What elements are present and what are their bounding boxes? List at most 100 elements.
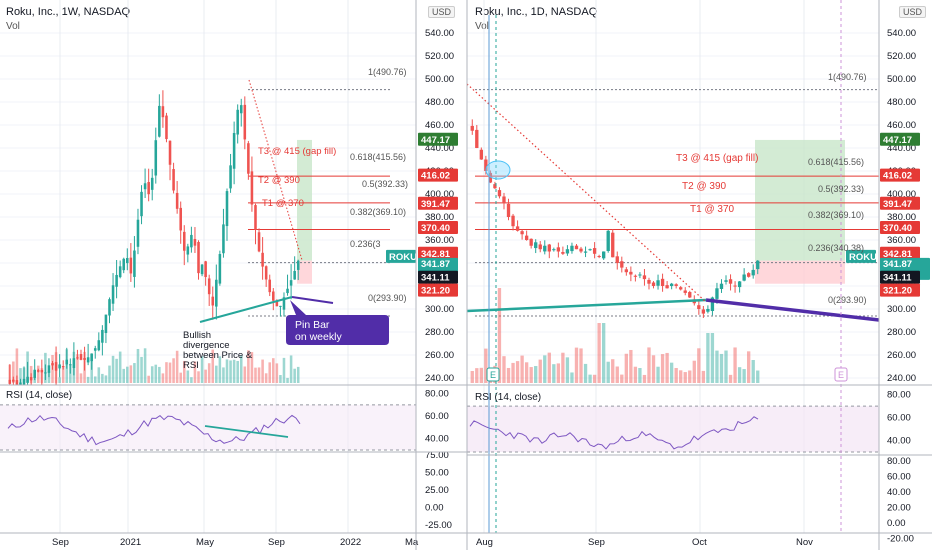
- left-volume-bar: [154, 364, 158, 383]
- left-candle-body: [58, 364, 61, 369]
- left-tag-342-bg: [418, 246, 458, 260]
- left-price-axis-label: 440.00: [425, 143, 454, 154]
- left-candle-body: [168, 140, 172, 165]
- right-candle-body: [733, 285, 737, 287]
- right-candle-body: [524, 235, 529, 240]
- right-candle-body: [529, 238, 533, 246]
- left-candle-body: [293, 270, 296, 280]
- right-volume-bar: [506, 367, 511, 383]
- left-tag-341: 341.11: [421, 273, 450, 284]
- right-candle-body: [488, 172, 493, 183]
- left-tag-321: 321.20: [421, 286, 450, 297]
- right-volume-bar: [710, 333, 715, 383]
- left-candle-body: [172, 169, 175, 191]
- left-candle-body: [197, 241, 200, 274]
- right-volume-bar: [638, 368, 642, 383]
- left-price-axis-label: 360.00: [425, 235, 454, 246]
- left-candle-body: [40, 370, 44, 373]
- right-candle-body: [728, 279, 733, 284]
- left-tag-green: 447.17: [421, 135, 450, 146]
- left-currency-button[interactable]: USD: [428, 6, 456, 18]
- right-gap-ellipse: [485, 160, 511, 180]
- right-candle-body: [502, 196, 506, 204]
- left-candle-body: [282, 297, 286, 310]
- right-volume-bar: [515, 361, 520, 383]
- left-candle-body: [51, 363, 54, 366]
- left-candle-body: [289, 280, 293, 286]
- left-candle-body: [22, 378, 26, 385]
- right-candle-body: [556, 247, 561, 252]
- right-tag-370: 370.40: [883, 223, 912, 234]
- left-time-label: May: [196, 537, 214, 548]
- left-volume-bar: [268, 362, 272, 383]
- right-volume-bar: [620, 374, 624, 383]
- right-lower-axis-label: 20.00: [887, 503, 911, 514]
- right-rsi-line: [469, 416, 759, 450]
- right-currency-button[interactable]: USD: [899, 6, 927, 18]
- right-volume-bar: [565, 357, 570, 383]
- right-lower-axis-label: 0.00: [887, 518, 906, 529]
- left-volume-bar: [247, 350, 250, 383]
- left-candle-body: [79, 354, 83, 360]
- left-fib-0382: 0.382(369.10): [350, 207, 406, 217]
- earnings-marker-future[interactable]: [834, 367, 848, 382]
- left-candle-body: [250, 171, 254, 205]
- left-volume-bar: [93, 376, 97, 383]
- right-tag-green: 447.17: [883, 135, 912, 146]
- right-tag-321-bg: [880, 283, 920, 297]
- right-candle-body: [629, 271, 633, 275]
- left-candle-body: [86, 357, 90, 363]
- right-candle-body: [656, 280, 660, 286]
- right-candle-body: [638, 274, 642, 276]
- left-price-axis-label: 300.00: [425, 304, 454, 315]
- right-candle-body: [538, 244, 542, 250]
- right-candle-body: [511, 215, 515, 227]
- left-volume-bar: [147, 375, 150, 383]
- right-time-label: Nov: [796, 537, 813, 548]
- left-candle-body: [211, 296, 215, 306]
- left-price-axis-label: 460.00: [425, 120, 454, 131]
- left-vol-label: Vol: [6, 21, 20, 32]
- right-candle-body: [597, 256, 601, 258]
- earnings-marker[interactable]: [486, 367, 500, 382]
- right-volume-bar: [688, 370, 692, 383]
- pinbar-callout-box: [286, 300, 389, 345]
- right-candle-body: [565, 249, 570, 254]
- right-roku-symbol: ROKU: [849, 252, 877, 263]
- left-volume-bar: [250, 352, 254, 383]
- left-rsi-divergence-line: [204, 425, 289, 438]
- left-volume-bar: [36, 365, 40, 383]
- right-rsi-axis-label: 60.00: [887, 413, 911, 424]
- left-volume-bar: [289, 355, 293, 383]
- left-volume-bar: [97, 367, 101, 383]
- left-volume-bar: [158, 366, 161, 383]
- left-candle-body: [93, 348, 97, 351]
- left-volume-bar: [61, 366, 65, 383]
- left-tag-321-bg: [418, 283, 458, 297]
- left-candle-body: [207, 278, 211, 295]
- left-candle-body: [97, 340, 101, 351]
- right-candle-body: [602, 251, 606, 259]
- right-candle-body: [574, 245, 579, 250]
- left-time-label: Ma: [405, 537, 419, 548]
- right-candle-body: [615, 256, 619, 263]
- right-volume-bar: [706, 333, 710, 383]
- right-volume-bar: [538, 359, 542, 383]
- right-tag-321: 321.20: [883, 286, 912, 297]
- left-volume-bar: [111, 355, 115, 383]
- left-chart-title: Roku, Inc., 1W, NASDAQ: [6, 6, 131, 18]
- right-target-t2: T2 @ 390: [682, 181, 727, 192]
- left-volume-bar: [236, 360, 239, 383]
- right-candle-body: [484, 159, 488, 171]
- right-volume-bar: [574, 347, 579, 383]
- right-volume-bar: [719, 353, 724, 383]
- pinbar-callout-text-2: on weekly: [295, 331, 342, 343]
- left-volume-bar: [101, 373, 104, 383]
- left-candle-body: [286, 288, 289, 294]
- right-price-axis-label: 280.00: [887, 327, 916, 338]
- left-candle-body: [222, 224, 225, 254]
- left-volume-bar: [182, 360, 186, 383]
- left-volume-bar: [257, 367, 261, 383]
- left-candle-body: [118, 266, 122, 278]
